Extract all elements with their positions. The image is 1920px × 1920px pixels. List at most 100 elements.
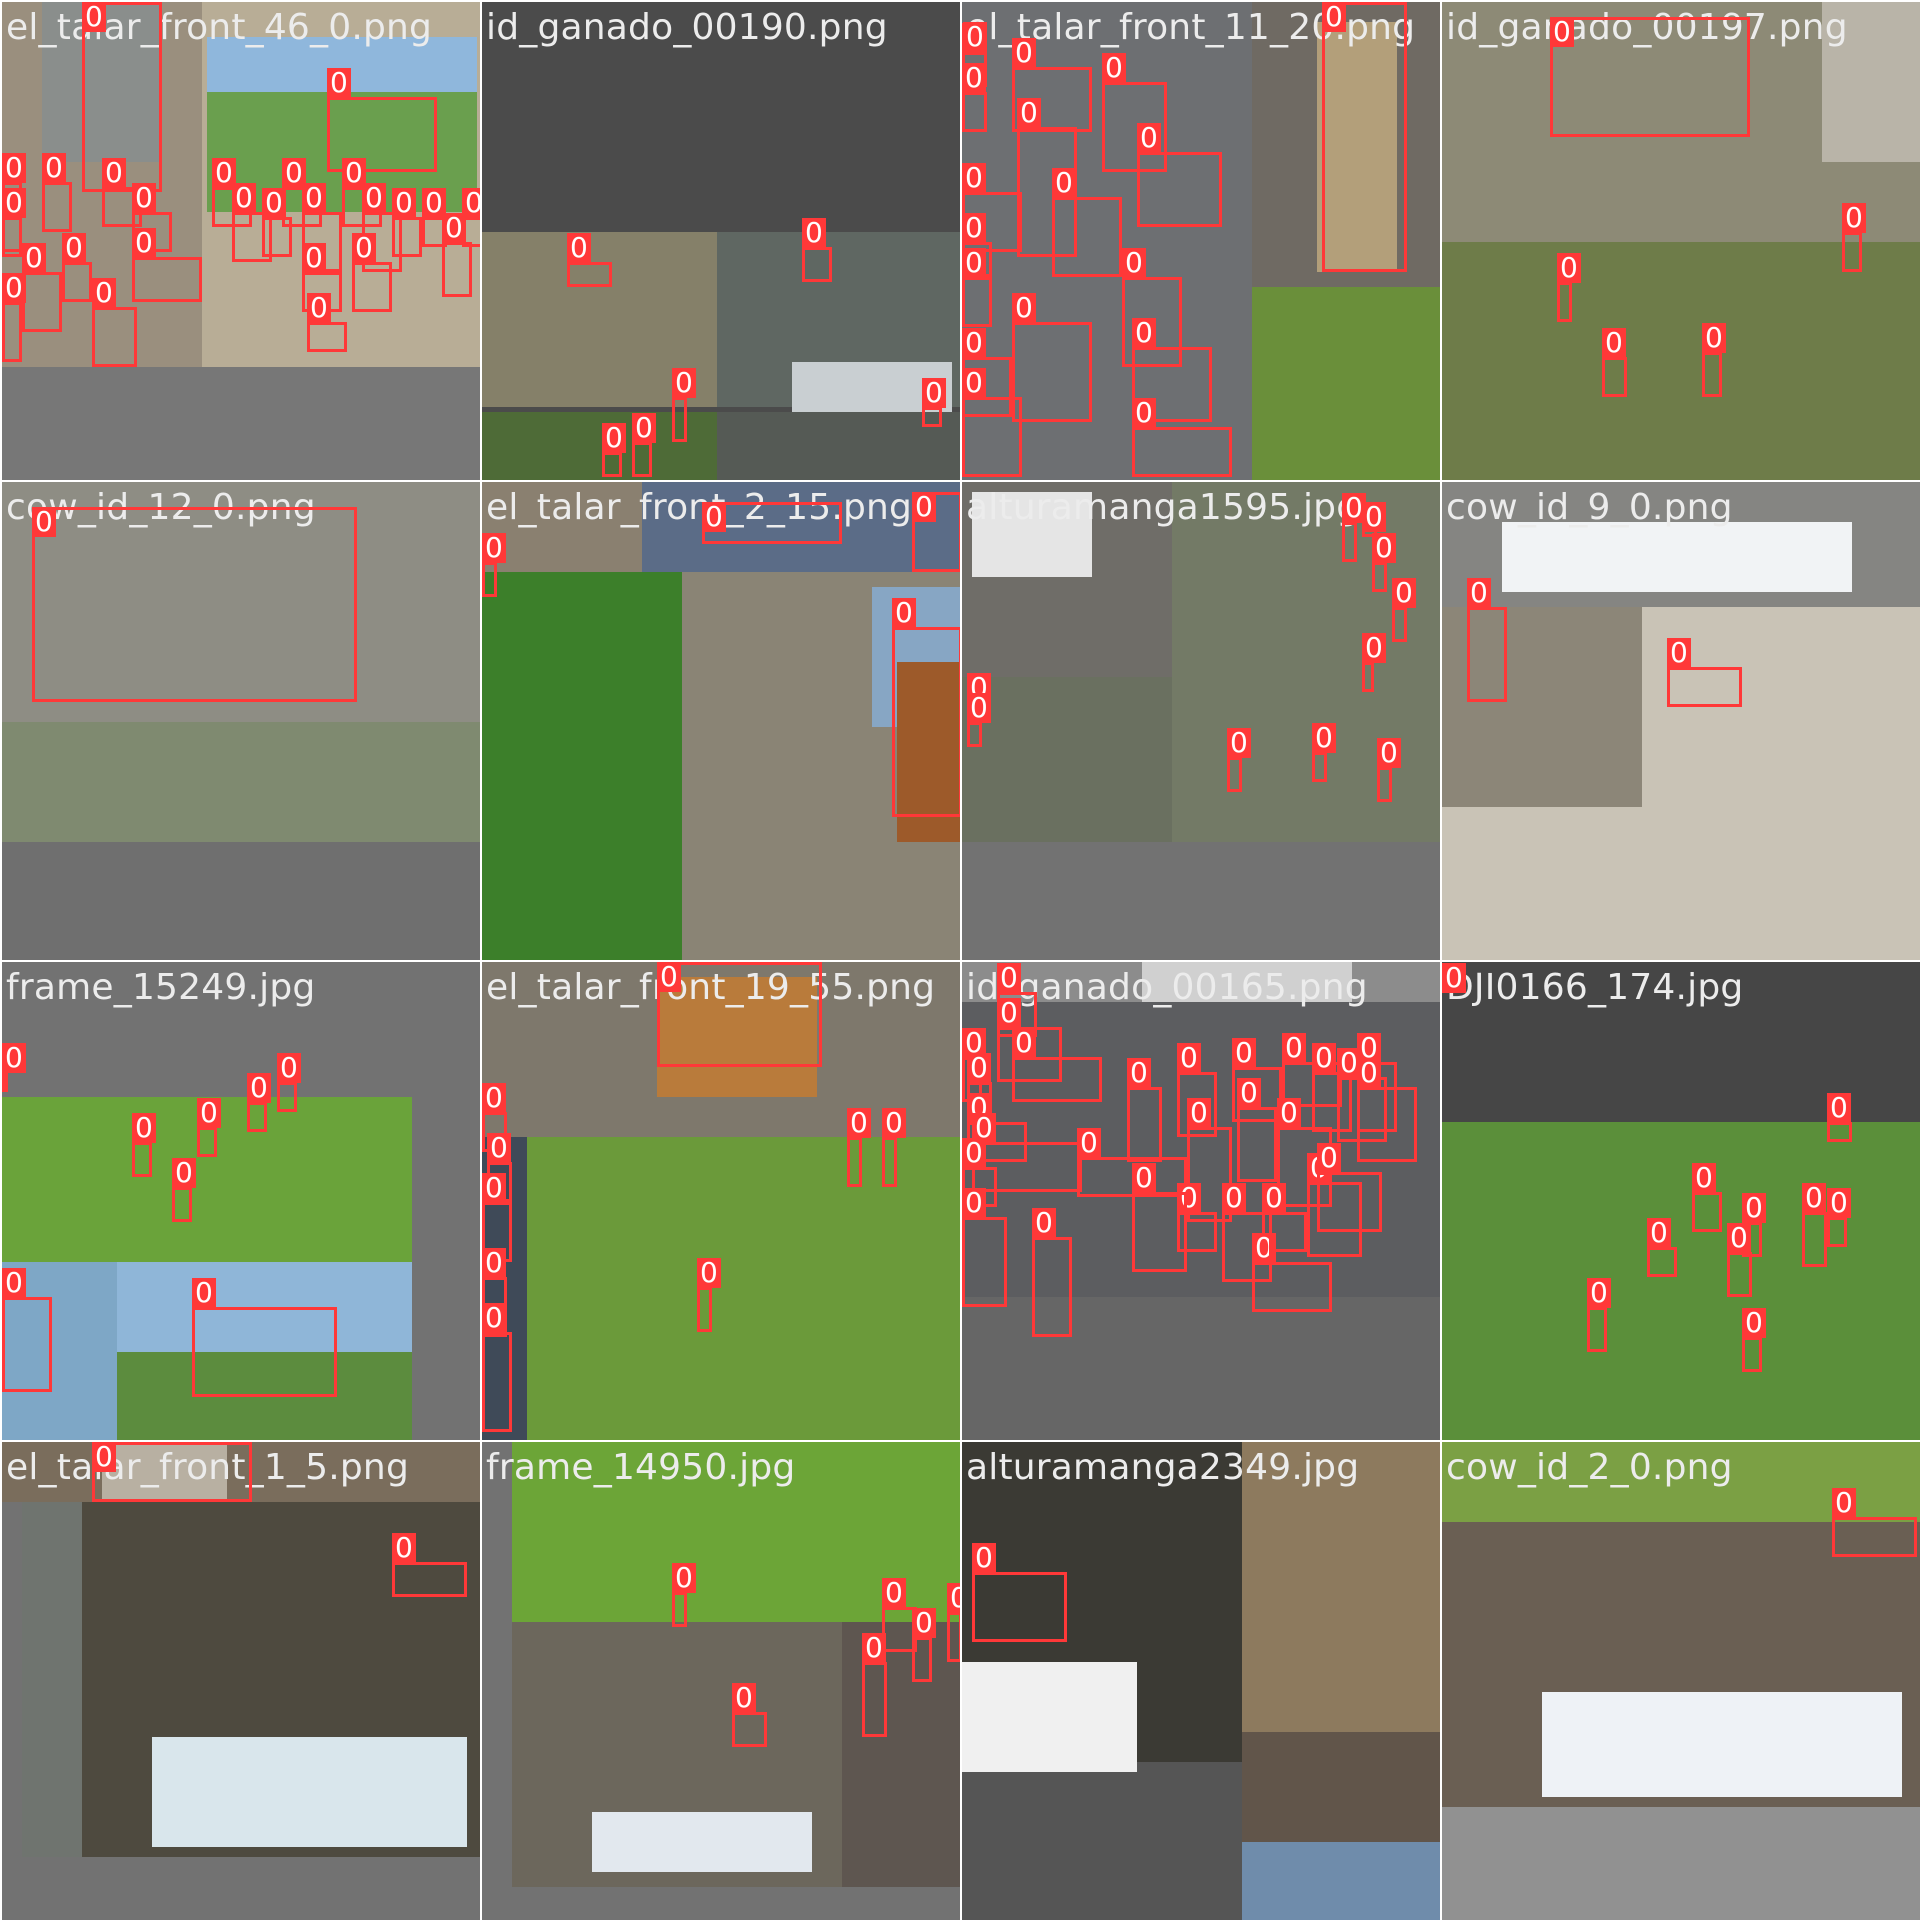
bounding-box: 0 [697,1258,721,1332]
bounding-box: 0 [912,492,960,572]
bounding-box: 0 [1362,633,1386,692]
image-region [2,722,480,842]
bounding-box: 0 [1122,248,1182,367]
class-label: 0 [1692,1163,1716,1193]
class-label: 0 [1802,1183,1826,1213]
class-label: 0 [82,2,106,32]
image-region [642,482,960,572]
image-filename: el_talar_front_46_0.png [6,7,433,48]
class-label: 0 [302,243,326,273]
bounding-box: 0 [1742,1308,1766,1372]
bounding-box: 0 [672,368,696,442]
image-region [962,1662,1137,1772]
image-region [482,412,717,480]
image-filename: DJI0166_174.jpg [1446,967,1744,1008]
bounding-box: 0 [1232,1038,1282,1122]
class-label: 0 [422,188,446,218]
image-tile: alturamanga2349.jpg 0 [962,1442,1440,1920]
class-label: 0 [1012,1028,1036,1058]
image-region [657,977,817,1097]
class-label: 0 [1337,1048,1361,1078]
class-label: 0 [962,1188,986,1218]
class-label: 0 [1132,318,1156,348]
class-label: 0 [482,1303,506,1333]
bounding-box: 0 [1177,1043,1217,1137]
image-region [2,1442,480,1502]
class-label: 0 [697,1258,721,1288]
class-label: 0 [1550,17,1574,47]
class-label: 0 [1312,723,1336,753]
bounding-box: 0 [197,1098,221,1157]
class-label: 0 [482,533,506,563]
bounding-box: 0 [172,1158,196,1222]
class-label: 0 [882,1578,906,1608]
class-label: 0 [32,507,56,537]
class-label: 0 [1357,1058,1381,1088]
bounding-box: 0 [1132,1163,1187,1272]
image-tile: el_talar_front_46_0.png 0 0 0 0 0 0 0 0 0 0 0 0 0 0 0 0 0… [2,2,480,480]
class-label: 0 [1602,328,1626,358]
bounding-box: 0 [2,1043,26,1092]
bounding-box: 0 [567,233,612,287]
image-region [1317,22,1397,272]
class-label: 0 [1647,1218,1671,1248]
image-filename: cow_id_9_0.png [1446,487,1733,528]
bounding-box: 0 [862,1633,887,1737]
class-label: 0 [102,158,126,188]
image-region [842,1622,960,1887]
bounding-box: 0 [882,1108,906,1187]
bounding-box: 0 [1312,1043,1352,1132]
class-label: 0 [702,502,726,532]
class-label: 0 [1742,1308,1766,1338]
bounding-box: 0 [967,693,991,747]
bounding-box: 0 [972,1543,1067,1642]
class-label: 0 [962,248,986,278]
bounding-box: 0 [1337,1048,1387,1142]
bounding-box: 0 [482,533,506,597]
class-label: 0 [2,1268,26,1298]
bounding-box: 0 [1827,1093,1852,1142]
class-label: 0 [1187,1098,1211,1128]
bounding-box: 0 [1132,318,1212,422]
class-label: 0 [1077,1128,1101,1158]
class-label: 0 [42,153,66,183]
class-label: 0 [1342,493,1366,523]
bounding-box: 0 [62,233,92,302]
bounding-box: 0 [132,1113,156,1177]
bounding-box: 0 [602,423,626,477]
class-label: 0 [1262,1183,1286,1213]
class-label: 0 [1137,123,1161,153]
image-tile: el_talar_front_19_55.png 0 0 0 0 0 0 0 0 0 [482,962,960,1440]
bounding-box: 0 [1442,963,1466,993]
image-region [1542,1692,1902,1797]
class-label: 0 [1127,1058,1151,1088]
class-label: 0 [1377,738,1401,768]
class-label: 0 [882,1108,906,1138]
class-label: 0 [92,278,116,308]
class-label: 0 [352,233,376,263]
image-region [972,492,1092,577]
class-label: 0 [1132,1163,1156,1193]
bounding-box: 0 [1557,253,1581,322]
class-label: 0 [657,962,681,992]
bounding-box: 0 [963,22,987,52]
bounding-box: 0 [702,502,842,544]
class-label: 0 [962,368,986,398]
class-label: 0 [1362,633,1386,663]
bounding-box: 0 [1602,328,1627,397]
bounding-box: 0 [1012,38,1092,132]
image-region [1442,242,1920,480]
class-label: 0 [362,183,386,213]
class-label: 0 [392,188,416,218]
class-label: 0 [997,998,1021,1028]
class-label: 0 [1012,293,1036,323]
bounding-box: 0 [732,1683,767,1747]
bounding-box: 0 [997,998,1062,1082]
class-label: 0 [1357,1033,1381,1063]
class-label: 0 [1557,253,1581,283]
bounding-box: 0 [482,1173,512,1262]
class-label: 0 [962,1028,986,1058]
class-label: 0 [802,218,826,248]
image-region [962,677,1172,842]
